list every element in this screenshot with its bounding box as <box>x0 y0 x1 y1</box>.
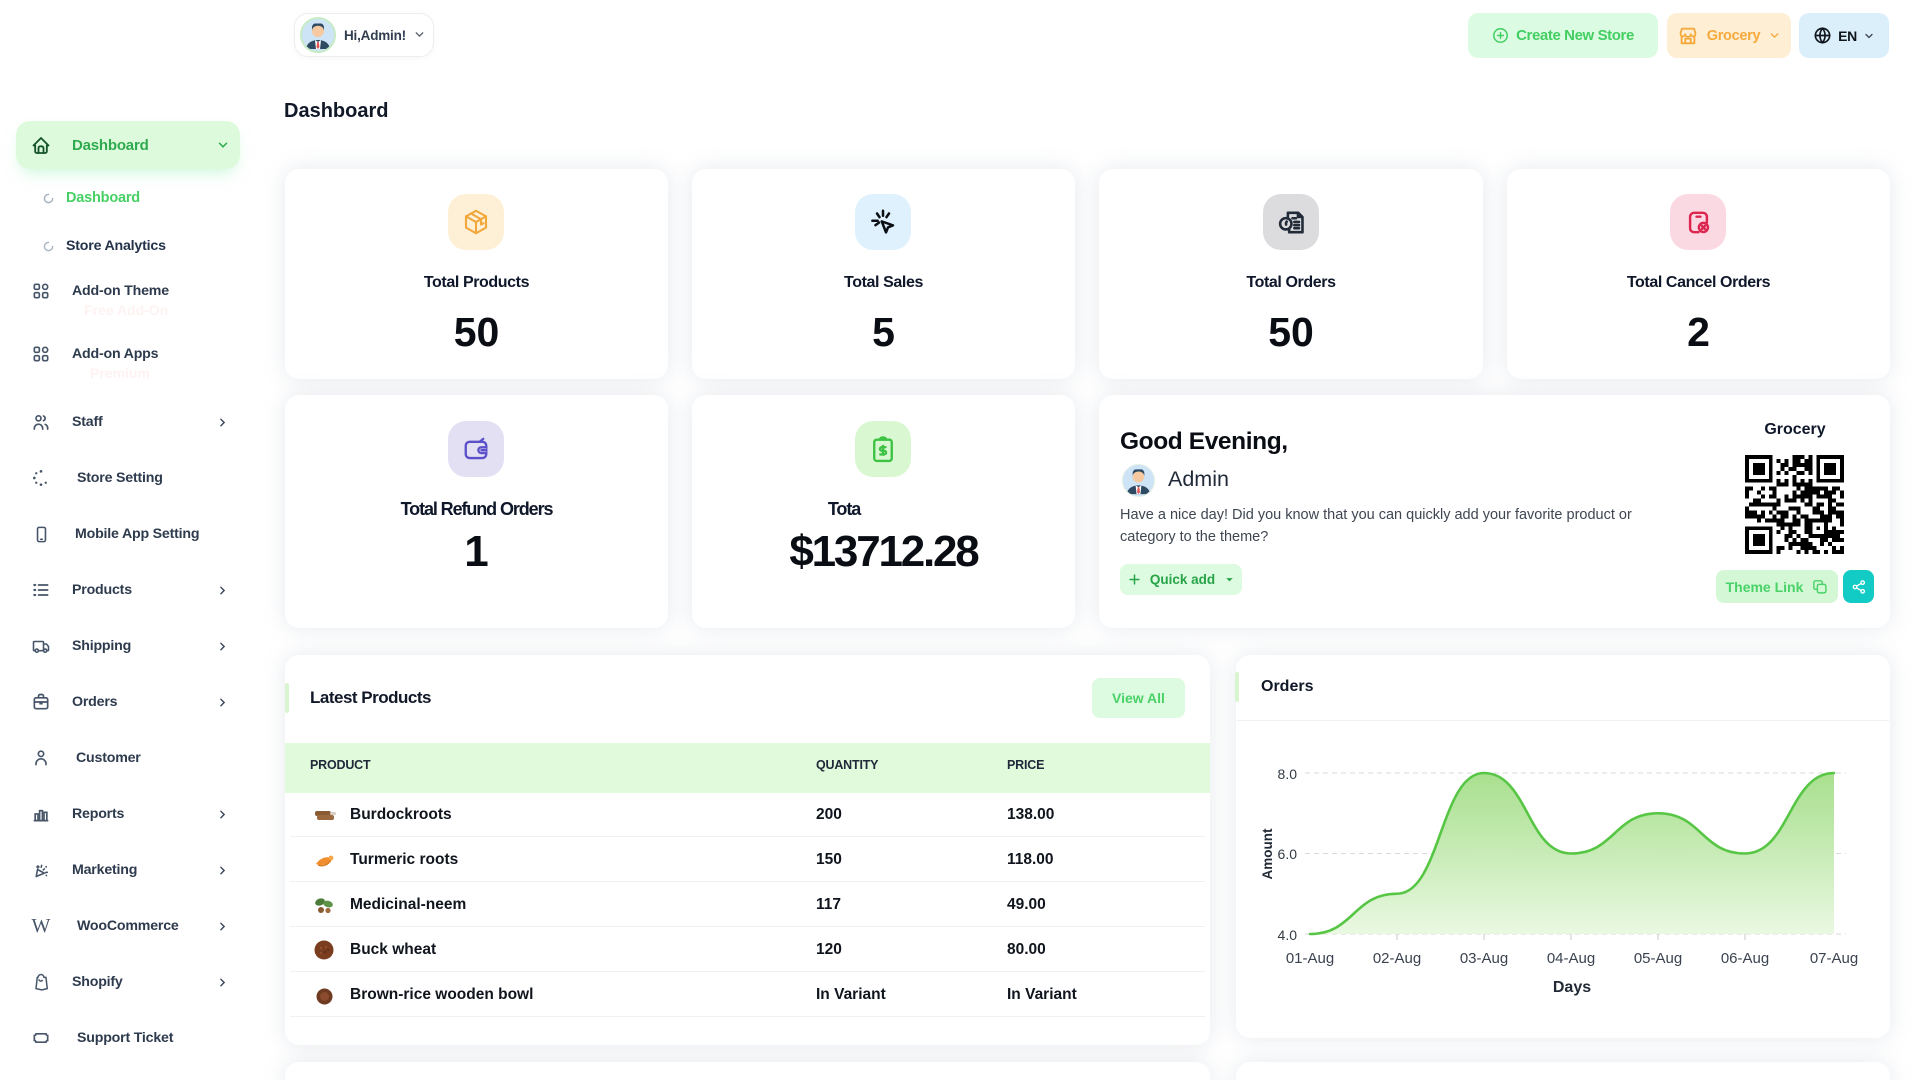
svg-text:05-Aug: 05-Aug <box>1634 950 1682 967</box>
svg-text:03-Aug: 03-Aug <box>1460 950 1508 967</box>
svg-text:07-Aug: 07-Aug <box>1810 950 1858 967</box>
svg-text:Amount: Amount <box>1260 828 1275 879</box>
svg-text:04-Aug: 04-Aug <box>1547 950 1595 967</box>
svg-text:6.0: 6.0 <box>1278 846 1298 862</box>
svg-text:4.0: 4.0 <box>1278 927 1298 943</box>
svg-text:01-Aug: 01-Aug <box>1286 950 1334 967</box>
svg-text:02-Aug: 02-Aug <box>1373 950 1421 967</box>
svg-text:8.0: 8.0 <box>1278 766 1298 782</box>
svg-text:Days: Days <box>1553 979 1591 996</box>
svg-text:06-Aug: 06-Aug <box>1721 950 1769 967</box>
